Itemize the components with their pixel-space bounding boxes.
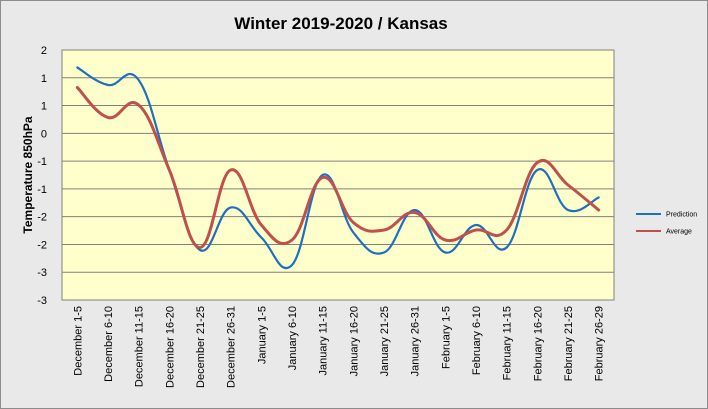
- y-axis-ticks: 2 1 1 0 -1 -1 -2 -2 -3 -3: [37, 45, 47, 307]
- y-axis-label: Temperature 850hPa: [21, 116, 35, 233]
- x-tick-label: December 26-31: [226, 306, 238, 388]
- x-tick-label: February 26-29: [594, 306, 606, 381]
- x-tick-label: February 1-5: [440, 306, 452, 369]
- y-tick-label: -3: [37, 295, 47, 307]
- y-tick-label: -1: [37, 184, 47, 196]
- y-tick-label: 2: [41, 45, 47, 57]
- y-tick-label: -2: [37, 239, 47, 251]
- x-tick-label: December 1-5: [72, 306, 84, 376]
- x-tick-label: February 16-20: [532, 306, 544, 381]
- x-tick-label: January 21-25: [379, 306, 391, 376]
- plot-area: [61, 49, 615, 301]
- y-tick-label: 1: [41, 101, 47, 113]
- y-tick-label: -2: [37, 212, 47, 224]
- y-tick-label: 0: [41, 128, 47, 140]
- x-tick-label: February 6-10: [471, 306, 483, 375]
- x-axis-ticks: December 1-5 December 6-10 December 11-15 D…: [72, 306, 605, 388]
- x-tick-label: December 21-25: [195, 306, 207, 388]
- x-tick-label: January 6-10: [287, 306, 299, 370]
- x-tick-label: January 11-15: [318, 306, 330, 376]
- y-tick-label: 1: [41, 73, 47, 85]
- x-tick-label: December 16-20: [164, 306, 176, 388]
- x-tick-label: February 11-15: [502, 306, 514, 380]
- y-tick-label: -1: [37, 156, 47, 168]
- series-lines: [75, 66, 601, 269]
- chart-title: Winter 2019-2020 / Kansas: [234, 14, 447, 33]
- legend-label: Prediction: [666, 212, 697, 219]
- legend: Prediction Average: [636, 212, 697, 236]
- x-tick-label: February 21-25: [563, 306, 575, 381]
- x-tick-label: December 6-10: [103, 306, 115, 382]
- y-tick-label: -3: [37, 267, 47, 279]
- x-tick-label: January 26-31: [410, 306, 422, 376]
- x-tick-label: December 11-15: [134, 306, 146, 387]
- legend-label: Average: [666, 229, 692, 236]
- x-tick-label: January 1-5: [256, 306, 268, 364]
- series-line-average: [75, 86, 601, 249]
- x-tick-label: January 16-20: [348, 306, 360, 376]
